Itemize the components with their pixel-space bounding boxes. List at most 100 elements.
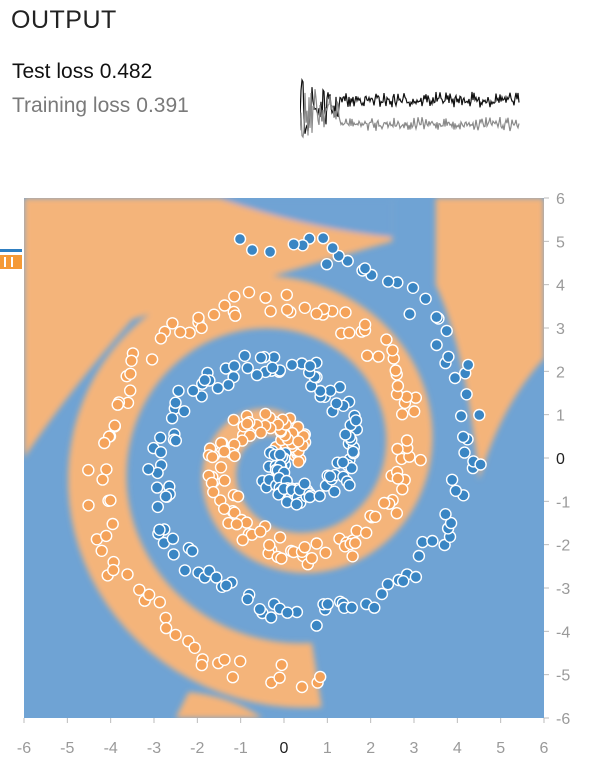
orange-data-point (95, 544, 108, 557)
y-tick-label: -3 (556, 581, 570, 598)
blue-data-point (233, 232, 247, 246)
blue-data-point (326, 241, 339, 255)
orange-data-point (372, 350, 385, 363)
blue-data-point (455, 409, 468, 423)
blue-data-point (381, 578, 395, 591)
orange-data-point (195, 321, 208, 335)
orange-data-point (378, 496, 391, 510)
y-tick-label: 2 (556, 364, 565, 381)
orange-data-point (218, 299, 231, 312)
blue-data-point (154, 446, 168, 459)
blue-data-point (317, 232, 330, 245)
orange-data-point (104, 494, 117, 507)
orange-data-point (195, 658, 209, 672)
blue-data-point (343, 479, 356, 492)
orange-data-point (231, 490, 245, 503)
orange-data-point (218, 653, 231, 666)
blue-data-point (241, 361, 254, 375)
orange-data-point (280, 288, 293, 302)
blue-data-point (345, 461, 358, 475)
blue-data-point (177, 405, 191, 418)
y-axis-ticks: 6 5 4 3 2 1 0 -1 -2 -3 -4 -5 -6 (544, 191, 570, 728)
y-tick-label: -6 (556, 711, 570, 728)
blue-data-point (178, 564, 192, 577)
orange-data-point (228, 449, 241, 463)
orange-data-point (275, 658, 288, 672)
orange-data-point (228, 290, 241, 303)
blue-data-point (238, 349, 251, 363)
orange-data-point (390, 507, 403, 520)
blue-region (219, 198, 393, 237)
orange-data-point (123, 384, 137, 397)
orange-data-point (310, 537, 323, 550)
y-tick-label: 4 (556, 278, 565, 295)
orange-data-point (142, 588, 156, 601)
orange-data-point (396, 483, 409, 496)
blue-data-point (448, 371, 462, 385)
x-tick-label: -5 (60, 740, 74, 757)
orange-data-point (396, 407, 409, 421)
blue-data-point (442, 350, 455, 364)
orange-data-point (263, 538, 276, 552)
orange-data-point (298, 301, 311, 315)
blue-data-point (346, 445, 360, 458)
orange-data-point (169, 628, 182, 642)
blue-data-point (375, 587, 389, 601)
data-points (82, 232, 487, 694)
orange-data-point (106, 517, 119, 531)
orange-data-point (380, 333, 393, 346)
y-tick-label: -5 (556, 668, 570, 685)
orange-data-point (343, 326, 356, 339)
blue-data-point (264, 611, 278, 624)
blue-data-point (228, 359, 241, 373)
orange-data-point (361, 349, 374, 362)
blue-data-point (222, 378, 235, 392)
orange-data-point (349, 536, 362, 550)
blue-data-point (266, 361, 279, 374)
y-tick-label: 1 (556, 408, 565, 425)
orange-data-point (369, 510, 382, 523)
orange-data-point (386, 344, 399, 357)
orange-data-point (154, 332, 168, 345)
orange-data-point (107, 563, 120, 577)
orange-data-point (292, 455, 305, 469)
orange-data-point (166, 317, 179, 330)
orange-data-point (389, 364, 402, 377)
x-tick-label: 0 (280, 740, 289, 757)
blue-data-point (412, 549, 426, 563)
blue-data-point (219, 579, 233, 592)
test-loss-label: Test loss (12, 60, 94, 83)
test-loss-value: 0.482 (99, 60, 153, 83)
blue-data-point (323, 470, 337, 483)
blue-data-point (281, 606, 294, 619)
blue-data-point (186, 544, 199, 558)
x-tick-label: 2 (366, 740, 375, 757)
x-tick-label: 1 (323, 740, 332, 757)
orange-data-point (226, 671, 240, 684)
x-axis-ticks: -6 -5 -4 -3 -2 -1 0 1 2 3 4 5 6 (17, 718, 549, 757)
blue-data-point (254, 351, 268, 364)
orange-data-point (360, 526, 373, 539)
orange-data-point (207, 308, 221, 321)
blue-data-point (165, 411, 179, 425)
orange-data-point (217, 502, 231, 515)
x-tick-label: 3 (410, 740, 419, 757)
orange-data-point (233, 655, 247, 668)
blue-data-point (444, 516, 458, 530)
blue-data-point (198, 373, 211, 387)
network-link-fragment (0, 249, 22, 269)
blue-data-point (285, 358, 299, 372)
orange-data-point (259, 407, 272, 421)
blue-data-point (382, 275, 395, 288)
blue-data-point (153, 523, 166, 536)
blue-data-point (154, 431, 167, 444)
blue-data-point (397, 575, 410, 588)
training-loss-curve (300, 89, 520, 139)
orange-data-point (111, 398, 124, 411)
blue-data-point (250, 368, 264, 382)
blue-data-point (426, 534, 439, 548)
orange-data-point (218, 474, 231, 487)
orange-data-point (242, 286, 256, 299)
orange-data-point (218, 445, 231, 458)
blue-data-point (290, 498, 303, 511)
